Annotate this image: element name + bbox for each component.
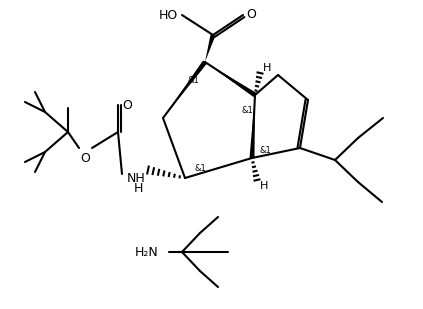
Polygon shape [163,61,207,118]
Text: &1: &1 [187,75,199,84]
Text: HO: HO [158,9,178,22]
Text: NH: NH [126,171,146,184]
Polygon shape [250,95,255,158]
Text: O: O [80,151,90,164]
Text: O: O [122,99,132,112]
Text: H: H [133,181,143,194]
Text: &1: &1 [194,163,206,172]
Text: H: H [260,181,268,191]
Text: &1: &1 [241,105,253,115]
Polygon shape [205,34,215,62]
Text: &1: &1 [259,146,271,154]
Polygon shape [205,62,256,97]
Text: H₂N: H₂N [135,247,159,260]
Text: O: O [246,7,256,20]
Text: H: H [263,63,271,73]
